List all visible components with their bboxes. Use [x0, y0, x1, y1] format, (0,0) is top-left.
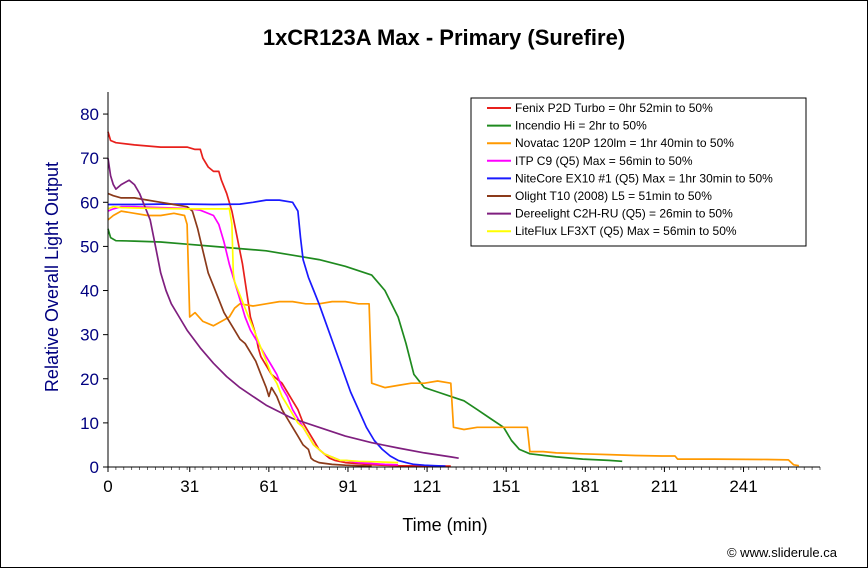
- legend-entry: ITP C9 (Q5) Max = 56min to 50%: [515, 154, 693, 168]
- x-tick-label: 211: [651, 477, 678, 496]
- legend-entry: Incendio Hi = 2hr to 50%: [515, 119, 647, 133]
- credit-text: © www.sliderule.ca: [727, 545, 838, 560]
- series-line-8: [107, 205, 399, 464]
- x-tick-label: 91: [339, 477, 358, 496]
- y-tick-label: 70: [80, 149, 99, 168]
- y-tick-label: 80: [80, 105, 99, 124]
- legend-entry: LiteFlux LF3XT (Q5) Max = 56min to 50%: [515, 224, 737, 238]
- y-tick-label: 10: [80, 414, 99, 433]
- x-tick-label: 61: [259, 477, 278, 496]
- y-tick-label: 40: [80, 282, 99, 301]
- y-tick-label: 50: [80, 237, 99, 256]
- legend-entry: Dereelight C2H-RU (Q5) = 26min to 50%: [515, 207, 733, 221]
- x-axis-title: Time (min): [402, 515, 487, 535]
- y-tick-label: 0: [90, 458, 99, 477]
- series-line-5: [108, 199, 446, 467]
- y-tick-label: 20: [80, 370, 99, 389]
- x-tick-label: 151: [492, 477, 520, 496]
- y-tick-label: 30: [80, 326, 99, 345]
- legend-entry: Novatac 120P 120lm = 1hr 40min to 50%: [515, 136, 734, 150]
- chart-title: 1xCR123A Max - Primary (Surefire): [263, 25, 625, 50]
- series-line-7: [107, 158, 459, 460]
- series-line-6: [107, 192, 372, 467]
- series-layer: [107, 131, 800, 467]
- y-axis-title: Relative Overall Light Output: [42, 162, 62, 392]
- legend-entry: Fenix P2D Turbo = 0hr 52min to 50%: [515, 101, 713, 115]
- series-line-3: [107, 210, 800, 467]
- legend-entry: NiteCore EX10 #1 (Q5) Max = 1hr 30min to…: [515, 171, 773, 185]
- x-tick-label: 121: [413, 477, 441, 496]
- x-tick-label: 181: [571, 477, 599, 496]
- x-tick-label: 241: [729, 477, 757, 496]
- legend-entry: Olight T10 (2008) L5 = 51min to 50%: [515, 189, 712, 203]
- legend-box: [470, 97, 807, 247]
- x-tick-label: 0: [103, 477, 112, 496]
- legend: Fenix P2D Turbo = 0hr 52min to 50% Incend…: [470, 97, 807, 247]
- x-tick-label: 31: [180, 477, 199, 496]
- ticks-layer: 0 10 20 30 40 50 60 70 80 0 31 61 91 121 151 181 211 241: [80, 105, 821, 496]
- y-tick-label: 60: [80, 193, 99, 212]
